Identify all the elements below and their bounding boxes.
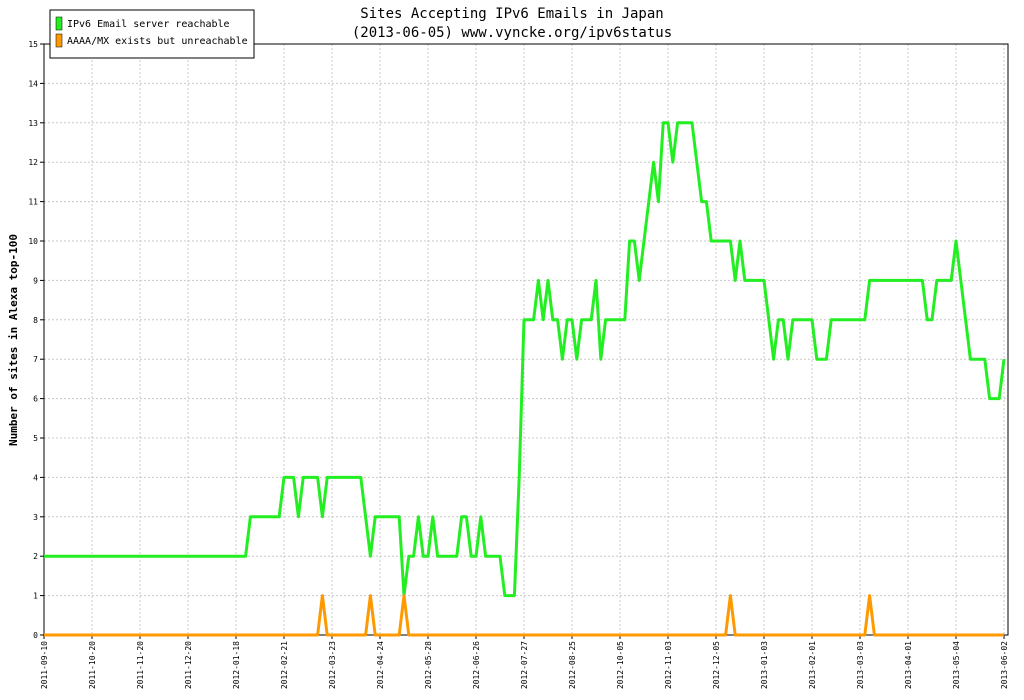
x-tick-label: 2013-02-01 <box>808 641 817 689</box>
x-tick-label: 2011-09-10 <box>40 641 49 689</box>
x-tick-label: 2012-04-24 <box>376 641 385 689</box>
y-tick-label: 9 <box>33 276 38 285</box>
x-tick-label: 2011-12-20 <box>184 641 193 689</box>
y-tick-label: 6 <box>33 395 38 404</box>
y-tick-label: 15 <box>28 40 38 49</box>
y-tick-label: 13 <box>28 119 38 128</box>
y-tick-label: 3 <box>33 513 38 522</box>
x-tick-label: 2012-10-05 <box>616 641 625 689</box>
x-tick-label: 2013-03-03 <box>856 641 865 689</box>
x-tick-label: 2012-08-25 <box>568 641 577 689</box>
y-tick-label: 10 <box>28 237 38 246</box>
y-tick-label: 1 <box>33 592 38 601</box>
x-tick-label: 2013-04-01 <box>904 641 913 689</box>
x-tick-label: 2012-01-18 <box>232 641 241 689</box>
legend-swatch <box>55 16 63 31</box>
x-tick-label: 2012-02-21 <box>280 641 289 689</box>
legend-box <box>49 9 255 59</box>
y-tick-label: 0 <box>33 631 38 640</box>
y-tick-label: 12 <box>28 158 38 167</box>
x-tick-label: 2012-06-26 <box>472 641 481 689</box>
x-tick-label: 2012-03-23 <box>328 641 337 689</box>
y-tick-label: 5 <box>33 434 38 443</box>
legend-swatch <box>55 33 63 48</box>
x-tick-label: 2011-11-20 <box>136 641 145 689</box>
x-tick-label: 2012-12-05 <box>712 641 721 689</box>
chart-subtitle: (2013-06-05) www.vyncke.org/ipv6status <box>352 25 672 41</box>
x-tick-label: 2012-11-03 <box>664 641 673 689</box>
x-tick-label: 2013-01-03 <box>760 641 769 689</box>
x-tick-label: 2012-07-27 <box>520 641 529 689</box>
y-tick-label: 2 <box>33 552 38 561</box>
y-axis-label: Number of sites in Alexa top-100 <box>7 234 20 446</box>
data-line <box>44 594 1004 637</box>
chart-title: Sites Accepting IPv6 Emails in Japan <box>360 6 663 22</box>
x-tick-label: 2012-05-28 <box>424 641 433 689</box>
legend-label: AAAA/MX exists but unreachable <box>67 36 248 47</box>
y-tick-label: 7 <box>33 355 38 364</box>
y-tick-label: 8 <box>33 316 38 325</box>
y-tick-label: 11 <box>28 198 38 207</box>
y-tick-label: 14 <box>28 79 38 88</box>
data-line <box>44 121 1006 598</box>
x-tick-label: 2013-06-02 <box>1000 641 1009 689</box>
x-tick-label: 2011-10-20 <box>88 641 97 689</box>
legend-label: IPv6 Email server reachable <box>67 19 230 30</box>
y-tick-label: 4 <box>33 473 38 482</box>
x-tick-label: 2013-05-04 <box>952 641 961 689</box>
